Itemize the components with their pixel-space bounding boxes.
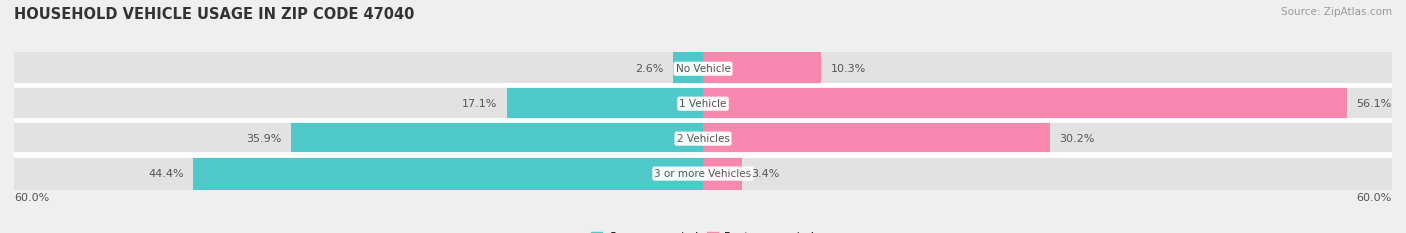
Text: 17.1%: 17.1% <box>463 99 498 109</box>
Text: No Vehicle: No Vehicle <box>675 64 731 74</box>
Bar <box>673 52 703 85</box>
Bar <box>703 122 1050 155</box>
Bar <box>703 52 1392 85</box>
Bar <box>703 87 1347 120</box>
Bar <box>14 157 703 190</box>
Text: 3 or more Vehicles: 3 or more Vehicles <box>654 169 752 178</box>
Text: 3.4%: 3.4% <box>751 169 779 178</box>
Bar <box>703 52 821 85</box>
Bar <box>14 87 703 120</box>
Text: 10.3%: 10.3% <box>831 64 866 74</box>
Bar <box>14 52 703 85</box>
Text: 56.1%: 56.1% <box>1357 99 1392 109</box>
Legend: Owner-occupied, Renter-occupied: Owner-occupied, Renter-occupied <box>586 227 820 233</box>
Bar <box>703 157 1392 190</box>
Bar <box>291 122 703 155</box>
Bar <box>703 157 742 190</box>
Text: Source: ZipAtlas.com: Source: ZipAtlas.com <box>1281 7 1392 17</box>
Text: 1 Vehicle: 1 Vehicle <box>679 99 727 109</box>
Text: 30.2%: 30.2% <box>1059 134 1094 144</box>
Bar <box>14 122 703 155</box>
Text: 44.4%: 44.4% <box>149 169 184 178</box>
Bar <box>703 87 1392 120</box>
Text: 60.0%: 60.0% <box>1357 193 1392 203</box>
Text: 2 Vehicles: 2 Vehicles <box>676 134 730 144</box>
Text: 2.6%: 2.6% <box>636 64 664 74</box>
Bar <box>506 87 703 120</box>
Bar <box>703 122 1392 155</box>
Text: 60.0%: 60.0% <box>14 193 49 203</box>
Text: HOUSEHOLD VEHICLE USAGE IN ZIP CODE 47040: HOUSEHOLD VEHICLE USAGE IN ZIP CODE 4704… <box>14 7 415 22</box>
Bar <box>193 157 703 190</box>
Text: 35.9%: 35.9% <box>246 134 281 144</box>
